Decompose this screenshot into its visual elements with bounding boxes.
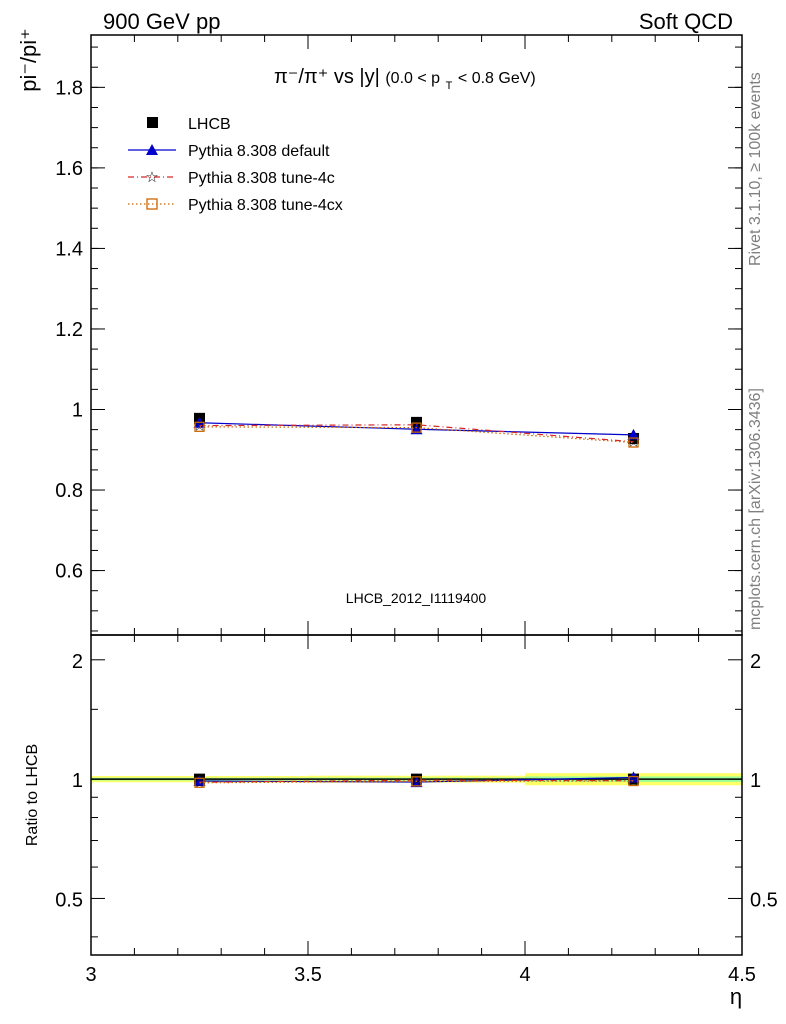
data-point-series-2: ☆ bbox=[410, 417, 423, 434]
chart-title-main: π⁻/π⁺ vs |y| bbox=[274, 66, 380, 88]
y-tick-label: 1.2 bbox=[55, 319, 83, 341]
legend-marker-tune4cx bbox=[146, 198, 158, 210]
legend-label-default: Pythia 8.308 default bbox=[188, 143, 330, 160]
data-point-series-3 bbox=[411, 422, 422, 433]
header-left: 900 GeV pp bbox=[103, 9, 220, 34]
series-line-3 bbox=[199, 426, 634, 444]
data-point-series-3 bbox=[628, 437, 639, 448]
ratio-y-tick-label: 2 bbox=[72, 651, 83, 673]
ratio-y-tick-label-right: 0.5 bbox=[750, 889, 778, 911]
ratio-series: ☆ ☆ ☆ bbox=[193, 771, 640, 791]
ratio-y-tick-label-right: 1 bbox=[750, 770, 761, 792]
ratio-y-tick-label: 1 bbox=[72, 770, 83, 792]
main-series: ☆ ☆☆ bbox=[193, 412, 640, 451]
x-tick-label: 4 bbox=[519, 964, 530, 986]
ratio-series-line-2 bbox=[199, 780, 634, 784]
legend-marker-lhcb bbox=[147, 117, 158, 128]
data-point-series-0 bbox=[411, 416, 422, 428]
y-tick-label: 1.4 bbox=[55, 238, 83, 260]
ratio-data-point-series-2 bbox=[411, 776, 422, 787]
chart-title-sub-open: (0.0 < p bbox=[385, 70, 440, 87]
ratio-data-point-series-2 bbox=[194, 777, 205, 788]
ratio-data-point-series-0 bbox=[193, 775, 206, 787]
data-point-series-3 bbox=[194, 421, 205, 432]
y-axis-label: pi⁻/pi⁺ bbox=[16, 28, 41, 92]
ratio-y-axis-label: Ratio to LHCB bbox=[24, 744, 41, 846]
y-tick-label: 1.8 bbox=[55, 77, 83, 99]
chart-title-sub-close: < 0.8 GeV) bbox=[458, 70, 536, 87]
legend-label-tune4c: Pythia 8.308 tune-4c bbox=[188, 170, 335, 187]
y-tick-label: 0.8 bbox=[55, 480, 83, 502]
legend-label-lhcb: LHCB bbox=[188, 116, 231, 133]
mcplots-label: mcplots.cern.ch [arXiv:1306.3436] bbox=[747, 388, 764, 630]
x-axis-label: η bbox=[730, 984, 742, 1009]
ratio-data-point-series-2 bbox=[628, 775, 639, 787]
chart-title: π⁻/π⁺ vs |y| (0.0 < p T < 0.8 GeV) bbox=[274, 66, 536, 94]
x-tick-label: 4.5 bbox=[728, 964, 756, 986]
analysis-watermark: LHCB_2012_I1119400 bbox=[346, 590, 487, 606]
y-tick-label: 1.6 bbox=[55, 158, 83, 180]
legend-label-tune4cx: Pythia 8.308 tune-4cx bbox=[188, 197, 343, 214]
ratio-series-line-1 bbox=[199, 779, 634, 783]
series-line-2 bbox=[199, 424, 634, 443]
x-tick-label: 3 bbox=[85, 964, 96, 986]
x-tick-label: 3.5 bbox=[294, 964, 322, 986]
y-tick-label: 1 bbox=[72, 399, 83, 421]
legend-marker-tune4c: ☆ bbox=[145, 169, 158, 186]
ratio-plot-frame bbox=[90, 634, 743, 956]
tick-labels: 3 3.5 4 4.5 0.6 0.8 1 1.2 1.4 1.6 1.8 0.5 0.5 1 1 2 2 bbox=[55, 77, 778, 986]
header-right: Soft QCD bbox=[639, 9, 733, 34]
legend-marker-default bbox=[146, 144, 158, 155]
ratio-y-tick-label: 0.5 bbox=[55, 889, 83, 911]
rivet-version-label: Rivet 3.1.10, ≥ 100k events bbox=[747, 72, 764, 266]
data-point-series-1 bbox=[627, 428, 640, 440]
ratio-y-tick-label-right: 2 bbox=[750, 651, 761, 673]
legend: LHCB Pythia 8.308 default ☆ Pythia 8.308… bbox=[128, 116, 343, 214]
y-tick-label: 0.6 bbox=[55, 561, 83, 583]
chart-title-sub-index: T bbox=[446, 80, 453, 92]
